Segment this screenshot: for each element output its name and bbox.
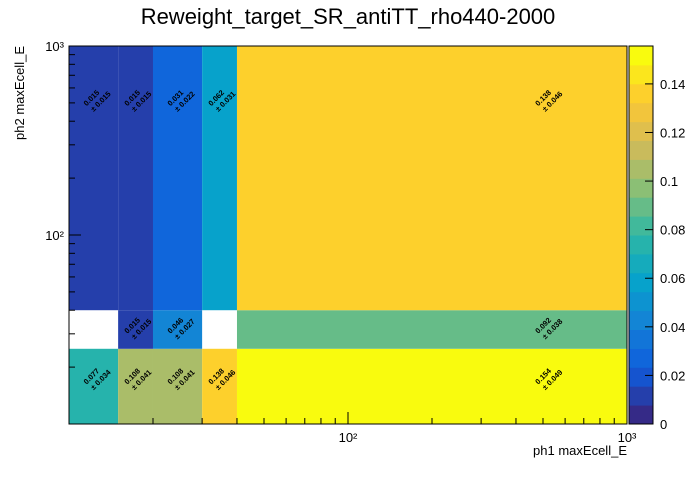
heatmap-cell bbox=[152, 310, 203, 349]
colorbar-band bbox=[629, 121, 653, 141]
colorbar-band bbox=[629, 46, 653, 66]
colorbar-band bbox=[629, 159, 653, 179]
colorbar-frame bbox=[628, 45, 654, 425]
colorbar-band bbox=[629, 348, 653, 368]
colorbar-band bbox=[629, 102, 653, 123]
colorbar-tick-label: 0 bbox=[660, 417, 667, 432]
chart-title: Reweight_target_SR_antiTT_rho440-2000 bbox=[141, 4, 556, 29]
colorbar-tick-label: 0.04 bbox=[660, 320, 685, 335]
cell-label-group: 0.015± 0.015 bbox=[122, 88, 153, 113]
colorbar-band bbox=[629, 64, 653, 85]
heatmap-cell bbox=[118, 348, 153, 424]
colorbar-band bbox=[629, 140, 653, 160]
colorbar-band bbox=[629, 197, 653, 217]
colorbar-tick-label: 0.12 bbox=[660, 125, 685, 140]
colorbar-band bbox=[629, 178, 653, 198]
colorbar-tick-label: 0.1 bbox=[660, 174, 678, 189]
colorbar-band bbox=[629, 310, 653, 330]
heatmap-cell bbox=[118, 310, 153, 349]
colorbar-band bbox=[629, 272, 653, 293]
heatmap-cell bbox=[69, 348, 119, 424]
colorbar-band bbox=[629, 291, 653, 312]
colorbar-band bbox=[629, 253, 653, 274]
colorbar-tick-label: 0.02 bbox=[660, 368, 685, 383]
colorbar-tick-label: 0.14 bbox=[660, 77, 685, 92]
y-tick-label: 10² bbox=[45, 228, 64, 243]
heatmap-cell bbox=[152, 348, 203, 424]
heatmap-cell bbox=[236, 46, 627, 311]
colorbar-band bbox=[629, 329, 653, 349]
heatmap-cell bbox=[236, 348, 627, 424]
heatmap-cell bbox=[202, 348, 237, 424]
heatmap-cell bbox=[69, 46, 119, 311]
colorbar-band bbox=[629, 405, 653, 425]
colorbar-tick-label: 0.06 bbox=[660, 271, 685, 286]
colorbar-band bbox=[629, 386, 653, 406]
x-tick-label: 10³ bbox=[618, 430, 637, 445]
x-tick-label: 10² bbox=[339, 430, 358, 445]
heatmap-cell bbox=[236, 310, 627, 349]
heatmap-cell bbox=[118, 46, 153, 311]
colorbar-tick-label: 0.08 bbox=[660, 223, 685, 238]
y-tick-label: 10³ bbox=[45, 39, 64, 54]
colorbar-band bbox=[629, 83, 653, 104]
heatmap-cell bbox=[202, 46, 237, 311]
y-axis-title: ph2 maxEcell_E bbox=[12, 46, 27, 140]
heatmap-cell bbox=[152, 46, 203, 311]
x-axis-title: ph1 maxEcell_E bbox=[533, 443, 627, 458]
colorbar-band bbox=[629, 216, 653, 236]
colorbar-band bbox=[629, 235, 653, 255]
colorbar-band bbox=[629, 367, 653, 387]
